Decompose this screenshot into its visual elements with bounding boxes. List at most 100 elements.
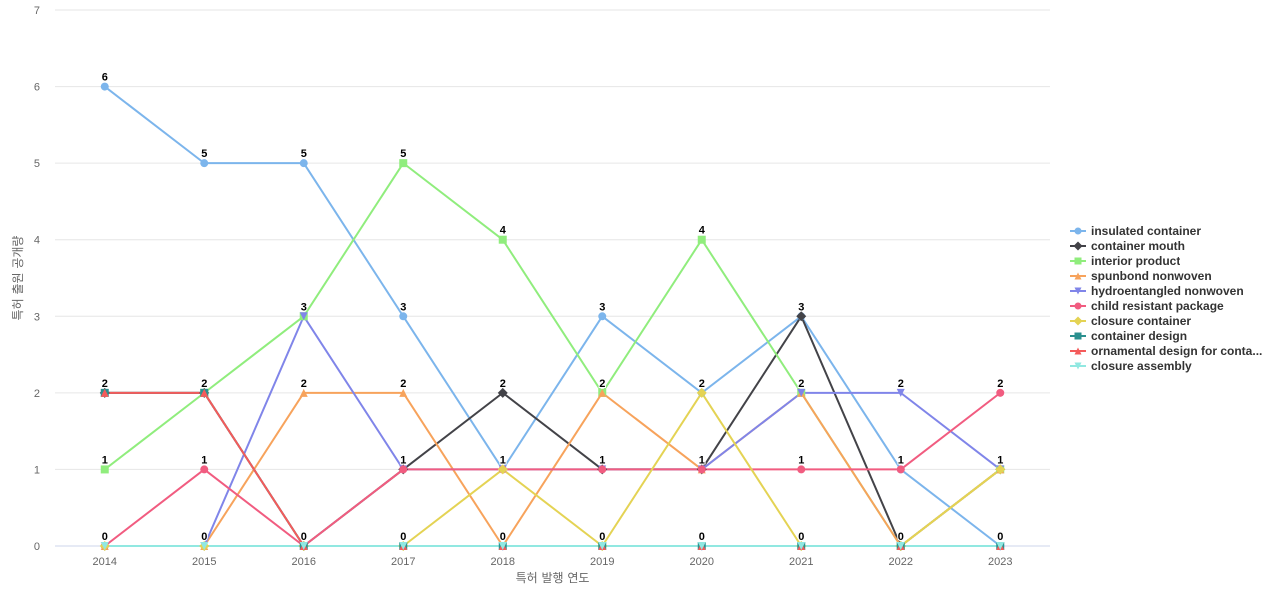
data-label: 2	[102, 378, 108, 390]
y-tick-label: 3	[34, 311, 40, 323]
data-label: 0	[301, 531, 307, 543]
legend-item[interactable]: container design	[1070, 328, 1275, 343]
data-point	[697, 465, 706, 474]
legend-item[interactable]: container mouth	[1070, 238, 1275, 253]
data-label: 1	[898, 454, 904, 466]
data-label: 1	[699, 454, 705, 466]
data-label: 1	[599, 454, 605, 466]
data-label: 6	[102, 72, 108, 84]
legend-item[interactable]: child resistant package	[1070, 298, 1275, 313]
legend-label: closure assembly	[1091, 358, 1192, 373]
data-label: 4	[500, 225, 507, 237]
data-point	[100, 465, 109, 474]
data-point	[797, 388, 806, 397]
data-point	[299, 159, 308, 168]
y-tick-label: 1	[34, 464, 40, 476]
legend-label: insulated container	[1091, 223, 1202, 238]
legend-symbol-icon	[1070, 241, 1086, 250]
legend-label: ornamental design for conta...	[1091, 343, 1263, 358]
y-tick-label: 5	[34, 158, 40, 170]
data-point	[497, 387, 508, 398]
legend-item[interactable]: hydroentangled nonwoven	[1070, 283, 1275, 298]
data-point	[1074, 227, 1082, 234]
legend-symbol-icon	[1070, 362, 1086, 369]
data-label: 4	[699, 225, 706, 237]
legend-label: container design	[1091, 328, 1188, 343]
series-markers	[99, 82, 1006, 551]
data-point	[399, 542, 408, 550]
legend-item[interactable]: closure container	[1070, 313, 1275, 328]
data-label: 0	[599, 531, 605, 543]
data-label: 1	[997, 454, 1003, 466]
x-tick-label: 2019	[590, 556, 614, 568]
legend-symbol-icon	[1070, 302, 1086, 309]
legend-symbol-icon	[1070, 272, 1086, 279]
x-tick-label: 2017	[391, 556, 415, 568]
data-point	[598, 388, 607, 397]
data-label: 0	[201, 531, 207, 543]
data-point	[696, 387, 707, 398]
data-point	[299, 388, 308, 397]
data-point	[1073, 241, 1083, 250]
data-point	[797, 465, 806, 474]
data-point	[797, 542, 806, 550]
data-label: 2	[599, 378, 605, 390]
legend-item[interactable]: spunbond nonwoven	[1070, 268, 1275, 283]
data-point	[598, 542, 607, 550]
y-tick-label: 0	[34, 541, 40, 553]
data-label: 0	[997, 531, 1003, 543]
data-point	[399, 388, 408, 397]
data-point	[299, 542, 308, 550]
legend-symbol-icon	[1070, 332, 1086, 339]
data-point	[100, 388, 109, 397]
legend-item[interactable]: insulated container	[1070, 223, 1275, 238]
data-point	[1074, 302, 1082, 309]
data-point	[598, 312, 607, 321]
data-point	[896, 465, 905, 474]
data-label: 1	[400, 454, 406, 466]
data-label: 2	[500, 378, 506, 390]
y-tick-label: 6	[34, 82, 40, 94]
legend-label: spunbond nonwoven	[1091, 268, 1212, 283]
data-label: 0	[400, 531, 406, 543]
data-label: 0	[500, 531, 506, 543]
data-point	[200, 465, 209, 474]
data-label: 2	[798, 378, 804, 390]
legend-item[interactable]: interior product	[1070, 253, 1275, 268]
x-tick-label: 2016	[292, 556, 316, 568]
data-point	[896, 542, 905, 550]
data-point	[1074, 287, 1082, 294]
legend-item[interactable]: ornamental design for conta...	[1070, 343, 1275, 358]
legend-label: container mouth	[1091, 238, 1186, 253]
x-tick-label: 2020	[690, 556, 714, 568]
series-line	[103, 315, 1002, 547]
data-point	[1073, 316, 1083, 325]
data-label: 5	[201, 148, 207, 160]
data-point	[399, 159, 408, 168]
data-point	[100, 542, 109, 550]
data-point	[497, 464, 508, 475]
data-point	[399, 312, 408, 321]
y-tick-label: 4	[34, 235, 40, 247]
data-label: 2	[997, 378, 1003, 390]
data-point	[995, 464, 1006, 475]
data-label: 5	[400, 148, 406, 160]
x-tick-label: 2022	[889, 556, 913, 568]
legend-item[interactable]: closure assembly	[1070, 358, 1275, 373]
data-label: 1	[102, 454, 108, 466]
legend-symbol-icon	[1070, 287, 1086, 294]
x-tick-label: 2021	[789, 556, 813, 568]
data-point	[697, 542, 706, 550]
data-point	[200, 388, 209, 397]
data-point	[896, 388, 905, 397]
data-label: 3	[798, 301, 804, 313]
data-point	[498, 235, 507, 244]
data-point	[1074, 362, 1082, 369]
data-point	[796, 311, 807, 322]
data-label: 2	[400, 378, 406, 390]
series-line	[103, 391, 1002, 547]
legend-symbol-icon	[1070, 227, 1086, 234]
data-label: 1	[201, 454, 207, 466]
legend-symbol-icon	[1070, 257, 1086, 264]
